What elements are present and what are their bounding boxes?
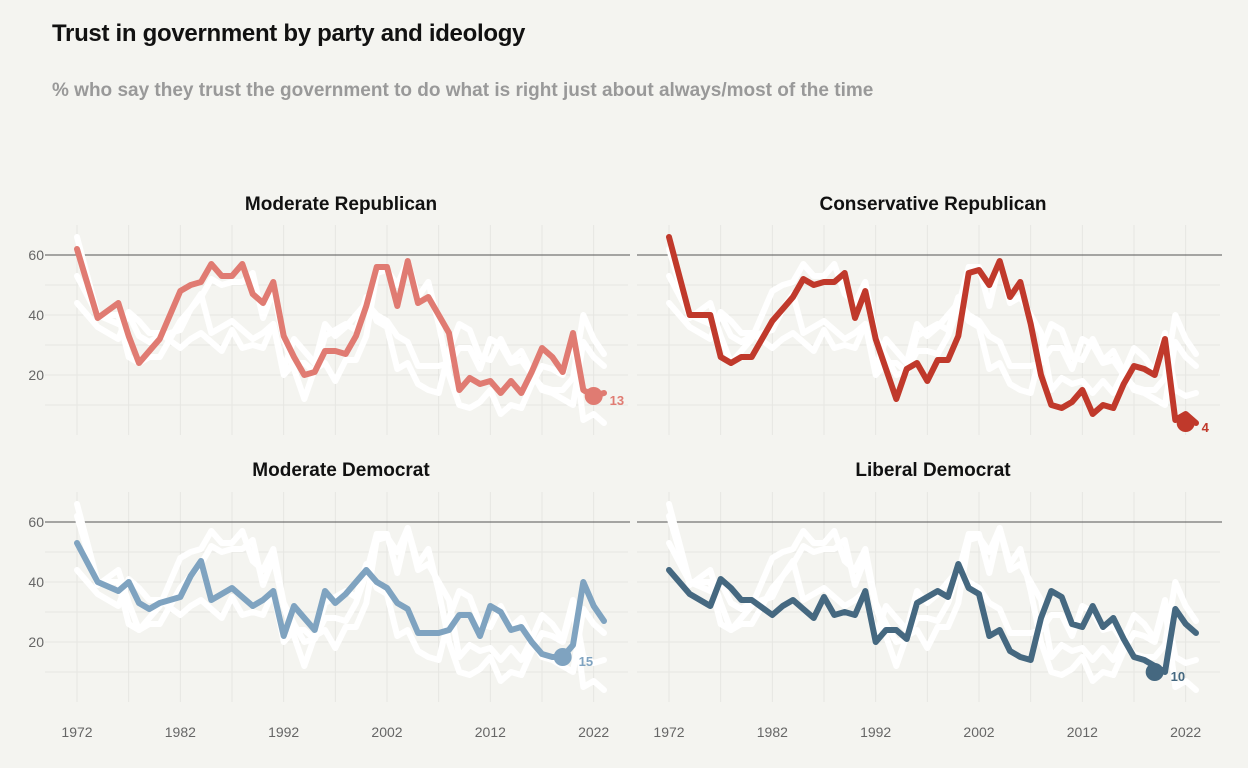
x-tick-label: 1982 (757, 724, 788, 740)
panel-title: Conservative Republican (819, 194, 1046, 215)
x-tick-label: 2012 (475, 724, 506, 740)
series-line (666, 234, 1199, 426)
series-line (666, 561, 1199, 675)
x-tick-label: 2002 (963, 724, 994, 740)
highlight-point (1145, 663, 1164, 681)
end-value-label: 4 (1202, 420, 1210, 435)
panel-title: Moderate Republican (245, 194, 437, 215)
background-series-line (74, 561, 607, 675)
x-tick-label: 1982 (165, 724, 196, 740)
background-series-line (666, 540, 1199, 660)
end-value-label: 13 (610, 393, 624, 408)
y-tick-label: 20 (28, 367, 44, 383)
chart-subtitle: % who say they trust the government to d… (52, 80, 874, 101)
y-tick-label: 60 (28, 514, 44, 530)
panel-1: 20 40 60 Moderate Republican 13 (28, 194, 630, 435)
background-series-line (666, 246, 1199, 399)
background-series-line (666, 513, 1199, 666)
x-tick-label: 1972 (61, 724, 92, 740)
x-tick-label: 2012 (1067, 724, 1098, 740)
x-tick-label: 2022 (578, 724, 609, 740)
series-line (74, 540, 607, 660)
chart-title: Trust in government by party and ideolog… (52, 20, 526, 47)
x-tick-label: 1972 (653, 724, 684, 740)
background-series-line (74, 273, 607, 393)
panel-4: Liberal Democrat 10 1972 1982 1992 2002 2012 20… (637, 460, 1222, 740)
highlight-point (1176, 414, 1195, 432)
highlight-point (584, 387, 603, 405)
x-tick-label: 2022 (1170, 724, 1201, 740)
x-tick-label: 2002 (371, 724, 402, 740)
end-value-label: 15 (579, 654, 593, 669)
background-series-line (666, 294, 1199, 408)
highlight-point (553, 648, 572, 666)
y-tick-label: 40 (28, 307, 44, 323)
panel-3: 20 40 60 Moderate Democrat 15 1972 1982 1992 200… (28, 460, 630, 740)
y-tick-label: 40 (28, 574, 44, 590)
series-line (74, 246, 607, 399)
panel-title: Liberal Democrat (855, 460, 1011, 481)
panel-2: Conservative Republican 4 (637, 194, 1222, 435)
y-tick-label: 60 (28, 247, 44, 263)
background-series-line (74, 513, 607, 666)
x-tick-label: 1992 (860, 724, 891, 740)
end-value-label: 10 (1171, 669, 1185, 684)
x-tick-label: 1992 (268, 724, 299, 740)
y-tick-label: 20 (28, 634, 44, 650)
panel-title: Moderate Democrat (252, 460, 430, 481)
